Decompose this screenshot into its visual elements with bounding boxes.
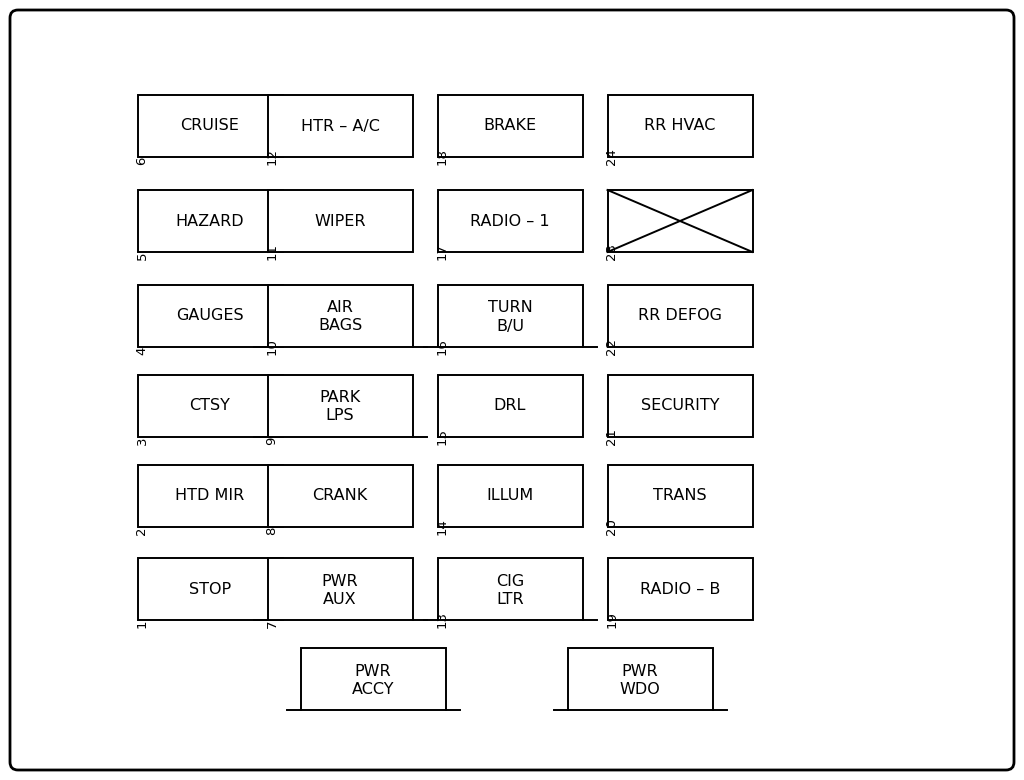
Text: RADIO – B: RADIO – B: [640, 582, 720, 597]
Text: CRANK: CRANK: [312, 488, 368, 504]
Text: CTSY: CTSY: [189, 399, 230, 413]
Text: RR DEFOG: RR DEFOG: [638, 309, 722, 324]
Text: 5: 5: [135, 251, 148, 260]
Text: 3: 3: [135, 437, 148, 445]
Text: RADIO – 1: RADIO – 1: [470, 214, 550, 229]
Text: 18: 18: [435, 148, 449, 165]
Text: PARK: PARK: [319, 391, 360, 406]
Bar: [300, 648, 445, 710]
Text: HTR – A/C: HTR – A/C: [301, 119, 380, 133]
FancyBboxPatch shape: [10, 10, 1014, 770]
Text: 17: 17: [435, 243, 449, 260]
Text: LPS: LPS: [326, 409, 354, 424]
Bar: [567, 648, 713, 710]
Text: ACCY: ACCY: [352, 682, 394, 697]
Bar: [137, 190, 283, 252]
Text: 24: 24: [605, 148, 618, 165]
Text: 12: 12: [265, 148, 279, 165]
Bar: [607, 465, 753, 527]
Text: B/U: B/U: [496, 318, 524, 334]
Bar: [437, 558, 583, 620]
Text: 22: 22: [605, 338, 618, 355]
Text: TRANS: TRANS: [653, 488, 707, 504]
Text: HTD MIR: HTD MIR: [175, 488, 245, 504]
Bar: [137, 375, 283, 437]
Text: BAGS: BAGS: [317, 318, 362, 334]
Bar: [267, 375, 413, 437]
Text: SECURITY: SECURITY: [641, 399, 719, 413]
Text: 15: 15: [435, 428, 449, 445]
Bar: [267, 95, 413, 157]
Text: PWR: PWR: [322, 573, 358, 588]
Text: 23: 23: [605, 243, 618, 260]
Text: ILLUM: ILLUM: [486, 488, 534, 504]
Text: 1: 1: [135, 619, 148, 628]
Bar: [137, 285, 283, 347]
Bar: [267, 190, 413, 252]
Bar: [267, 285, 413, 347]
Text: 20: 20: [605, 518, 618, 535]
Text: 16: 16: [435, 338, 449, 355]
Text: 4: 4: [135, 346, 148, 355]
Bar: [437, 95, 583, 157]
Text: 10: 10: [265, 338, 279, 355]
Text: 11: 11: [265, 243, 279, 260]
Text: 14: 14: [435, 518, 449, 535]
Text: 9: 9: [265, 437, 279, 445]
Text: 21: 21: [605, 428, 618, 445]
Text: AUX: AUX: [324, 591, 356, 607]
Text: 7: 7: [265, 619, 279, 628]
Bar: [607, 190, 753, 252]
Text: RR HVAC: RR HVAC: [644, 119, 716, 133]
Text: CIG: CIG: [496, 573, 524, 588]
Text: HAZARD: HAZARD: [176, 214, 245, 229]
Text: PWR: PWR: [354, 664, 391, 679]
Bar: [267, 558, 413, 620]
Text: 13: 13: [435, 611, 449, 628]
Bar: [267, 465, 413, 527]
Bar: [437, 465, 583, 527]
Text: 8: 8: [265, 526, 279, 535]
Bar: [137, 95, 283, 157]
Text: CRUISE: CRUISE: [180, 119, 240, 133]
Text: GAUGES: GAUGES: [176, 309, 244, 324]
Text: BRAKE: BRAKE: [483, 119, 537, 133]
Bar: [607, 285, 753, 347]
Bar: [607, 375, 753, 437]
Text: LTR: LTR: [497, 591, 524, 607]
Text: WIPER: WIPER: [314, 214, 366, 229]
Text: 6: 6: [135, 157, 148, 165]
Text: TURN: TURN: [487, 300, 532, 315]
Bar: [437, 190, 583, 252]
Bar: [437, 375, 583, 437]
Bar: [607, 95, 753, 157]
Bar: [137, 558, 283, 620]
Text: DRL: DRL: [494, 399, 526, 413]
Bar: [607, 558, 753, 620]
Bar: [137, 465, 283, 527]
Text: WDO: WDO: [620, 682, 660, 697]
Text: 2: 2: [135, 526, 148, 535]
Text: PWR: PWR: [622, 664, 658, 679]
Bar: [437, 285, 583, 347]
Text: AIR: AIR: [327, 300, 353, 315]
Text: STOP: STOP: [189, 582, 231, 597]
Text: 19: 19: [605, 611, 618, 628]
